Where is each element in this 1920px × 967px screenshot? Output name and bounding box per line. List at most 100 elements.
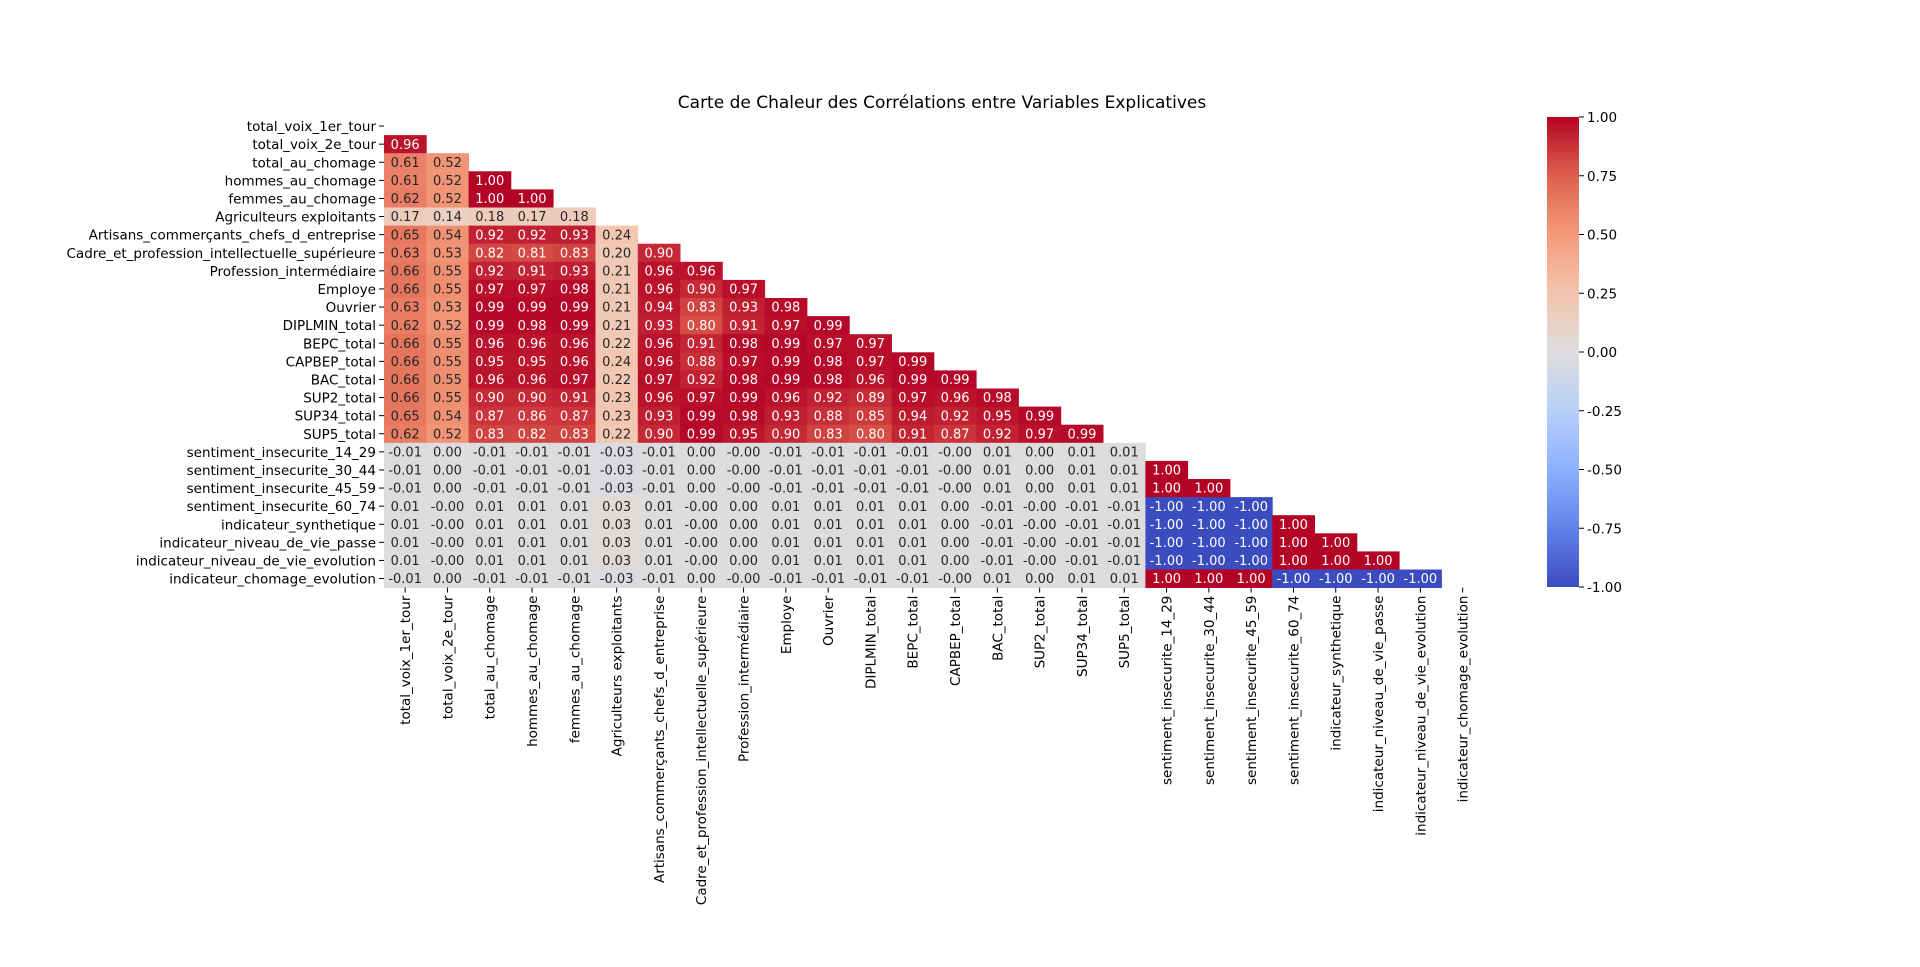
heatmap-cell: [595, 460, 639, 480]
heatmap-cell: [595, 515, 639, 534]
cell-value-label: 0.96: [771, 391, 800, 406]
cell-value-label: 0.92: [814, 391, 843, 406]
cell-value-label: -1.00: [1234, 536, 1268, 551]
x-axis-tick-labels: total_voix_1er_tour total_voix_2e_tour tot…: [398, 587, 1472, 906]
heatmap-cell: [384, 171, 427, 190]
heatmap-cell: [384, 135, 427, 154]
heatmap-cell: [468, 298, 512, 317]
x-tick-label: total_au_chomage: [483, 596, 499, 720]
heatmap-cell: [1103, 460, 1146, 480]
heatmap-cell: [1103, 497, 1146, 516]
cell-value-label: -0.03: [600, 445, 634, 460]
heatmap-cell: [384, 225, 427, 245]
cell-value-label: 0.93: [729, 301, 758, 316]
cell-value-label: -1.00: [1234, 518, 1268, 533]
heatmap-cell: [510, 569, 554, 588]
heatmap-cell: [553, 370, 596, 389]
cell-value-label: -0.00: [727, 572, 761, 587]
cell-value-label: 0.82: [518, 427, 547, 442]
heatmap-cell: [1018, 424, 1062, 444]
cell-value-label: -0.00: [1023, 500, 1057, 515]
cell-value-label: 0.99: [814, 319, 843, 334]
heatmap-cell: [384, 153, 427, 172]
cell-value-label: 0.98: [518, 319, 547, 334]
heatmap-cell: [595, 406, 639, 426]
heatmap-cell: [807, 406, 850, 426]
cell-value-label: -1.00: [1319, 572, 1353, 587]
cell-value-label: 0.53: [433, 246, 462, 261]
cell-value-label: -0.01: [642, 464, 676, 479]
heatmap-cell: [553, 352, 596, 371]
heatmap-cell: [680, 261, 723, 281]
cell-value-label: 0.21: [602, 319, 631, 334]
heatmap-cell: [764, 497, 808, 516]
x-tick-label: Profession_intermédiaire: [737, 596, 753, 762]
cell-value-label: -0.03: [600, 482, 634, 497]
heatmap-cell: [807, 442, 850, 462]
cell-value-label: 0.00: [433, 482, 462, 497]
cell-value-label: -0.01: [1065, 518, 1099, 533]
heatmap-cell: [680, 569, 723, 588]
cell-value-label: 0.99: [1025, 409, 1054, 424]
heatmap-cell: [510, 497, 554, 516]
cell-value-label: 0.61: [391, 156, 420, 171]
cell-value-label: -1.00: [1361, 572, 1395, 587]
heatmap-cell: [637, 261, 681, 281]
heatmap-cell: [510, 243, 554, 263]
cell-value-label: 0.98: [729, 337, 758, 352]
cell-value-label: -0.00: [938, 464, 972, 479]
heatmap-cell: [1272, 569, 1315, 588]
heatmap-cell: [849, 479, 892, 498]
heatmap-cell: [553, 551, 596, 570]
heatmap-cell: [510, 406, 554, 426]
heatmap-cell: [1145, 497, 1189, 516]
cell-value-label: 0.00: [433, 464, 462, 479]
cell-value-label: 0.00: [729, 554, 758, 569]
heatmap-cell: [426, 515, 469, 534]
cell-value-label: 0.96: [687, 264, 716, 279]
y-tick-label: total_voix_1er_tour: [247, 119, 377, 135]
heatmap-cell: [595, 316, 639, 335]
cell-value-label: 0.63: [391, 301, 420, 316]
heatmap-cell: [1145, 533, 1189, 552]
cell-value-label: 0.18: [475, 210, 504, 225]
cell-value-label: 0.01: [1067, 445, 1096, 460]
heatmap-cell: [595, 334, 639, 353]
heatmap-cell: [510, 298, 554, 317]
cell-value-label: 0.00: [729, 536, 758, 551]
cell-value-label: 0.87: [475, 409, 504, 424]
cell-value-label: 0.23: [602, 391, 631, 406]
heatmap-cell: [1187, 515, 1231, 534]
heatmap-cell: [553, 569, 596, 588]
cell-value-label: -0.01: [642, 482, 676, 497]
cell-value-label: -0.00: [1023, 554, 1057, 569]
y-tick-label: total_au_chomage: [252, 155, 376, 171]
heatmap-cell: [468, 225, 512, 245]
cell-value-label: 0.83: [560, 427, 589, 442]
heatmap-cell: [637, 370, 681, 389]
cell-value-label: 0.97: [729, 355, 758, 370]
heatmap-cell: [637, 551, 681, 570]
cell-value-label: -0.01: [769, 572, 803, 587]
heatmap-cell: [680, 298, 723, 317]
heatmap-cell: [807, 569, 850, 588]
cell-value-label: 1.00: [1279, 536, 1308, 551]
cell-value-label: 0.97: [729, 283, 758, 298]
cell-value-label: 0.01: [644, 536, 673, 551]
heatmap-cell: [595, 569, 639, 588]
x-tick-label: Cadre_et_profession_intellectuelle_supér…: [694, 596, 710, 906]
cell-value-label: -1.00: [1150, 500, 1184, 515]
cell-value-label: 0.01: [814, 518, 843, 533]
cell-value-label: 0.01: [814, 554, 843, 569]
cell-value-label: -0.01: [811, 445, 845, 460]
cell-value-label: 0.01: [518, 518, 547, 533]
heatmap-cell: [807, 533, 850, 552]
heatmap-cell: [468, 569, 512, 588]
cell-value-label: 0.80: [687, 319, 716, 334]
heatmap-cell: [1103, 569, 1146, 588]
heatmap-cell: [426, 279, 469, 299]
cell-value-label: 0.01: [983, 445, 1012, 460]
cell-value-label: 0.95: [475, 355, 504, 370]
heatmap-cell: [891, 442, 935, 462]
cell-value-label: -0.01: [558, 445, 592, 460]
